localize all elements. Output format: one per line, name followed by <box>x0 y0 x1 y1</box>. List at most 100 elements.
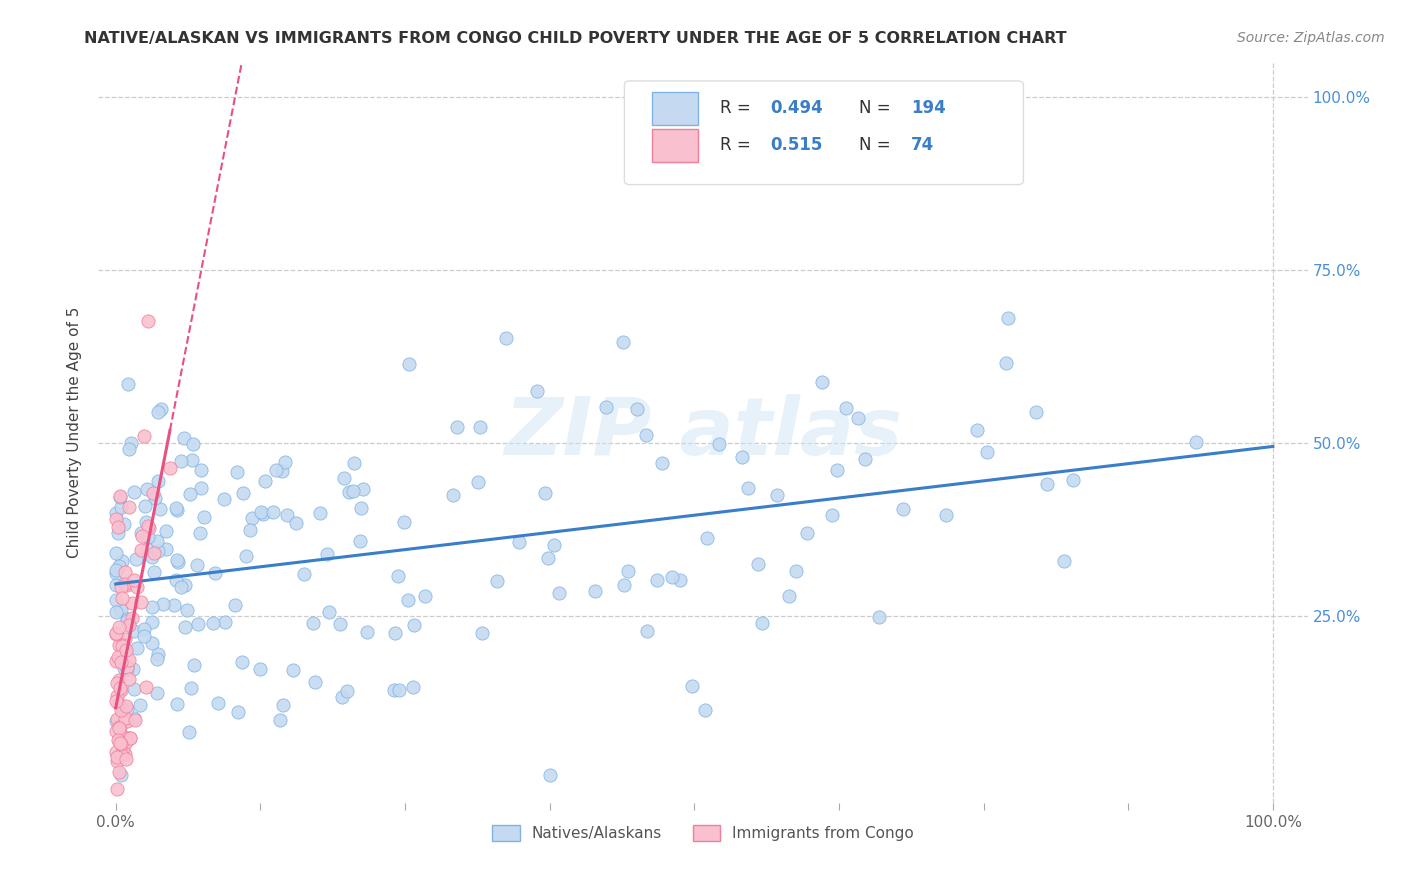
Point <box>271 698 294 713</box>
Point <box>111 554 134 568</box>
Point <box>143 491 166 506</box>
Point <box>104 563 127 577</box>
Point <box>134 623 156 637</box>
Point <box>404 618 426 632</box>
Point <box>122 573 145 587</box>
Point <box>240 510 263 524</box>
Point <box>384 625 406 640</box>
Point <box>270 464 292 478</box>
Point <box>148 474 170 488</box>
Point <box>136 482 159 496</box>
Point <box>114 711 136 725</box>
Point <box>122 681 145 696</box>
Point <box>104 566 127 580</box>
Point <box>613 578 636 592</box>
Point <box>821 508 844 522</box>
Point <box>696 532 718 546</box>
Point <box>112 660 135 674</box>
Text: NATIVE/ALASKAN VS IMMIGRANTS FROM CONGO CHILD POVERTY UNDER THE AGE OF 5 CORRELA: NATIVE/ALASKAN VS IMMIGRANTS FROM CONGO … <box>84 31 1067 46</box>
Point <box>645 573 668 587</box>
Point <box>129 698 152 712</box>
Point <box>318 605 340 619</box>
Point <box>108 736 131 750</box>
FancyBboxPatch shape <box>624 81 1024 185</box>
Point <box>136 519 159 533</box>
Point <box>107 732 129 747</box>
Point <box>115 660 138 674</box>
Point <box>651 456 673 470</box>
Point <box>336 684 359 698</box>
Legend: Natives/Alaskans, Immigrants from Congo: Natives/Alaskans, Immigrants from Congo <box>486 819 920 847</box>
Point <box>232 485 254 500</box>
Point <box>225 465 247 479</box>
Point <box>382 683 405 698</box>
Point <box>827 463 849 477</box>
Point <box>132 429 155 443</box>
Point <box>495 331 517 345</box>
Point <box>121 596 143 610</box>
Point <box>117 377 139 392</box>
Point <box>114 747 136 761</box>
Point <box>170 454 193 468</box>
Point <box>332 690 354 705</box>
Point <box>105 724 128 739</box>
Point <box>111 741 134 756</box>
FancyBboxPatch shape <box>652 92 699 125</box>
Point <box>190 463 212 477</box>
Point <box>669 574 692 588</box>
Point <box>853 452 876 467</box>
Point <box>105 781 128 796</box>
Point <box>333 471 356 485</box>
FancyBboxPatch shape <box>652 128 699 162</box>
Point <box>110 580 132 594</box>
Point <box>626 402 648 417</box>
Point <box>402 681 425 695</box>
Text: 74: 74 <box>911 136 934 154</box>
Point <box>117 653 139 667</box>
Point <box>152 597 174 611</box>
Point <box>104 654 127 668</box>
Point <box>155 541 177 556</box>
Point <box>134 500 156 514</box>
Point <box>110 601 132 615</box>
Point <box>174 620 197 634</box>
Point <box>766 488 789 502</box>
Point <box>177 725 200 739</box>
Point <box>396 593 419 607</box>
Point <box>846 410 869 425</box>
Point <box>302 616 325 631</box>
Text: Source: ZipAtlas.com: Source: ZipAtlas.com <box>1237 31 1385 45</box>
Point <box>737 481 759 495</box>
Point <box>188 526 211 541</box>
Point <box>143 566 166 580</box>
Point <box>173 431 195 445</box>
Point <box>115 662 138 676</box>
Text: R =: R = <box>720 136 756 154</box>
Text: 194: 194 <box>911 99 946 118</box>
Point <box>122 484 145 499</box>
Point <box>112 731 135 746</box>
Point <box>108 559 131 574</box>
Point <box>811 375 834 389</box>
Point <box>125 551 148 566</box>
Point <box>121 663 143 677</box>
Point <box>110 603 132 617</box>
Point <box>276 508 298 522</box>
Point <box>239 523 262 537</box>
Point <box>183 658 205 673</box>
Point <box>108 698 131 712</box>
Point <box>146 647 169 661</box>
Point <box>120 435 142 450</box>
Point <box>118 618 141 632</box>
Point <box>155 524 177 538</box>
Point <box>111 638 134 652</box>
Point <box>343 456 366 470</box>
Point <box>135 515 157 529</box>
Point <box>138 521 160 535</box>
Point <box>136 314 159 328</box>
Point <box>110 737 132 751</box>
Point <box>115 578 138 592</box>
Point <box>166 697 188 711</box>
Point <box>441 487 464 501</box>
Point <box>891 501 914 516</box>
